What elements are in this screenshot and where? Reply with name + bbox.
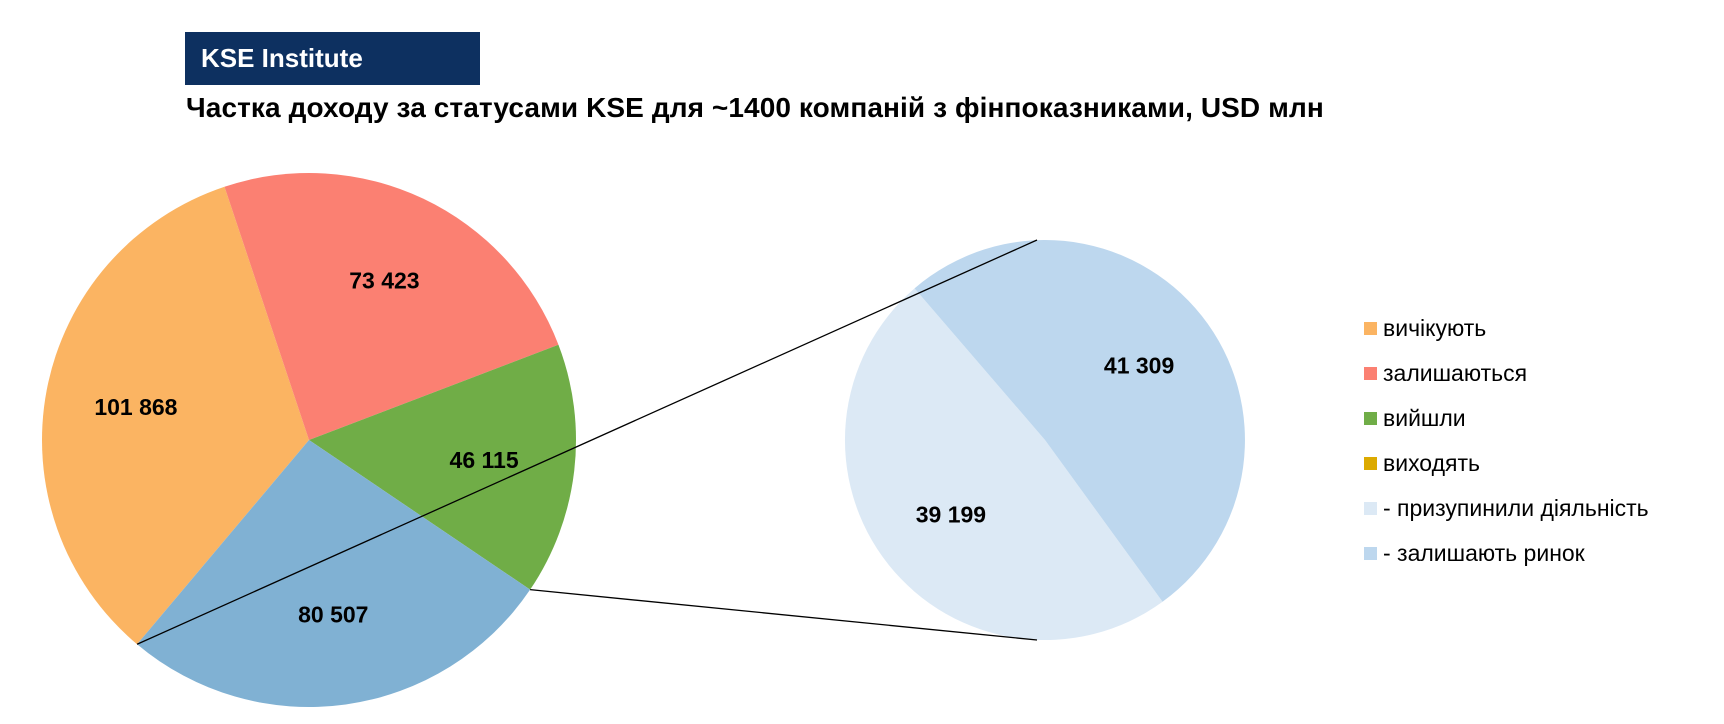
legend-label: вичікують <box>1383 315 1487 341</box>
legend-item-залишають-ринок: - залишають ринок <box>1364 531 1649 576</box>
legend-swatch <box>1364 547 1377 560</box>
main-slice-вичікують <box>41 186 309 645</box>
main-label-вичікують: 101 868 <box>94 394 177 420</box>
legend-swatch <box>1364 322 1377 335</box>
secondary-slice-залишають-ринок <box>914 240 1245 602</box>
legend-label: - призупинили діяльність <box>1383 495 1649 521</box>
main-slice-виходять <box>137 440 531 708</box>
connector-line-top <box>136 239 1038 645</box>
main-label-залишаються: 73 423 <box>349 268 419 294</box>
chart-legend: вичікують залишаються вийшли виходять - приз… <box>1364 306 1649 576</box>
brand-label: KSE Institute <box>185 32 480 85</box>
main-slice-вийшли <box>309 344 577 590</box>
legend-swatch <box>1364 367 1377 380</box>
legend-item-призупинили-діяльність: - призупинили діяльність <box>1364 486 1649 531</box>
legend-item-вичікують: вичікують <box>1364 306 1649 351</box>
main-label-виходять: 80 507 <box>298 602 368 628</box>
secondary-slice-призупинили-діяльність <box>844 288 1163 641</box>
secondary-label-призупинили-діяльність: 39 199 <box>916 502 986 528</box>
chart-title: Частка доходу за статусами KSE для ~1400… <box>186 92 1324 123</box>
legend-label: - залишають ринок <box>1383 540 1585 566</box>
legend-item-залишаються: залишаються <box>1364 351 1649 396</box>
connector-line-bottom <box>530 589 1038 641</box>
main-label-вийшли: 46 115 <box>450 447 519 473</box>
legend-swatch <box>1364 412 1377 425</box>
legend-label: залишаються <box>1383 360 1528 386</box>
secondary-label-залишають-ринок: 41 309 <box>1104 353 1174 379</box>
legend-label: виходять <box>1383 450 1480 476</box>
legend-item-вийшли: вийшли <box>1364 396 1649 441</box>
legend-item-виходять: виходять <box>1364 441 1649 486</box>
legend-label: вийшли <box>1383 405 1466 431</box>
main-slice-залишаються <box>224 172 559 440</box>
legend-swatch <box>1364 502 1377 515</box>
legend-swatch <box>1364 457 1377 470</box>
